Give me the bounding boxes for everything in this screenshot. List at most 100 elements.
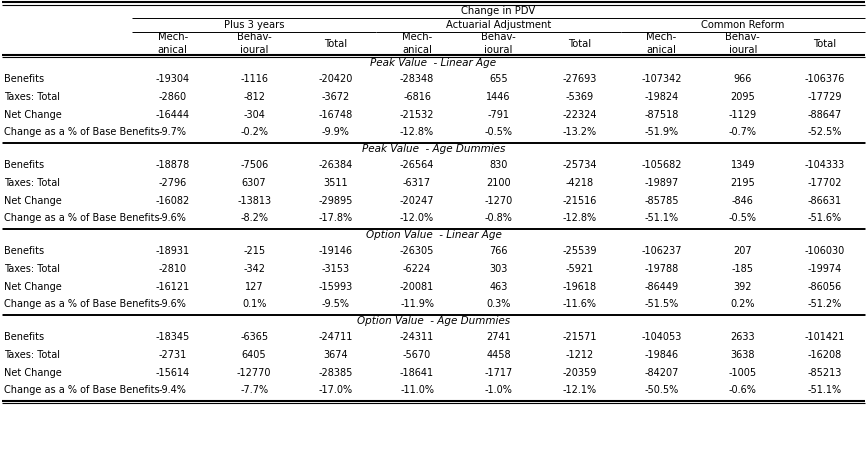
Text: -1717: -1717 (485, 367, 512, 377)
Text: -2860: -2860 (159, 91, 186, 101)
Text: 655: 655 (489, 73, 508, 83)
Text: -9.9%: -9.9% (322, 127, 349, 137)
Text: 207: 207 (733, 246, 753, 255)
Text: -106376: -106376 (804, 73, 844, 83)
Text: Mech-
anical: Mech- anical (402, 32, 432, 55)
Text: 463: 463 (489, 282, 508, 292)
Text: -812: -812 (243, 91, 265, 101)
Text: -51.6%: -51.6% (807, 213, 841, 223)
Text: -86449: -86449 (644, 282, 679, 292)
Text: -304: -304 (244, 109, 265, 119)
Text: -6816: -6816 (403, 91, 431, 101)
Text: -15614: -15614 (155, 367, 190, 377)
Text: Option Value  - Age Dummies: Option Value - Age Dummies (357, 316, 510, 326)
Text: -11.9%: -11.9% (400, 299, 434, 309)
Text: -12.8%: -12.8% (400, 127, 434, 137)
Text: -1005: -1005 (729, 367, 757, 377)
Text: -17702: -17702 (807, 177, 842, 188)
Text: -13813: -13813 (237, 195, 271, 206)
Text: -9.6%: -9.6% (159, 213, 186, 223)
Text: -9.7%: -9.7% (159, 127, 186, 137)
Text: 0.2%: 0.2% (731, 299, 755, 309)
Text: -2731: -2731 (159, 349, 187, 359)
Text: Taxes: Total: Taxes: Total (4, 91, 60, 101)
Text: -17729: -17729 (807, 91, 842, 101)
Text: 766: 766 (489, 246, 508, 255)
Text: -791: -791 (487, 109, 510, 119)
Text: 3674: 3674 (323, 349, 348, 359)
Text: -25734: -25734 (563, 159, 597, 170)
Text: -85785: -85785 (644, 195, 679, 206)
Text: -18878: -18878 (155, 159, 190, 170)
Text: -19304: -19304 (156, 73, 190, 83)
Text: -2810: -2810 (159, 264, 186, 273)
Text: Change as a % of Base Benefits: Change as a % of Base Benefits (4, 385, 160, 395)
Text: -25539: -25539 (563, 246, 597, 255)
Text: 3638: 3638 (731, 349, 755, 359)
Text: -1129: -1129 (729, 109, 757, 119)
Text: -107342: -107342 (641, 73, 681, 83)
Text: Change as a % of Base Benefits: Change as a % of Base Benefits (4, 299, 160, 309)
Text: Net Change: Net Change (4, 367, 62, 377)
Text: -17.0%: -17.0% (318, 385, 353, 395)
Text: -27693: -27693 (563, 73, 597, 83)
Text: -50.5%: -50.5% (644, 385, 679, 395)
Text: Total: Total (324, 38, 347, 48)
Text: -3153: -3153 (322, 264, 349, 273)
Text: -29895: -29895 (318, 195, 353, 206)
Text: -0.5%: -0.5% (485, 127, 512, 137)
Text: -20420: -20420 (318, 73, 353, 83)
Text: -1.0%: -1.0% (485, 385, 512, 395)
Text: -26305: -26305 (400, 246, 434, 255)
Text: -86056: -86056 (807, 282, 841, 292)
Text: -21532: -21532 (400, 109, 434, 119)
Text: Net Change: Net Change (4, 282, 62, 292)
Text: Behav-
ioural: Behav- ioural (237, 32, 271, 55)
Text: Change as a % of Base Benefits: Change as a % of Base Benefits (4, 213, 160, 223)
Text: -20359: -20359 (563, 367, 597, 377)
Text: -28348: -28348 (400, 73, 434, 83)
Text: 2633: 2633 (731, 331, 755, 341)
Text: -5369: -5369 (566, 91, 594, 101)
Text: -19618: -19618 (563, 282, 597, 292)
Text: -1212: -1212 (566, 349, 594, 359)
Text: 392: 392 (733, 282, 752, 292)
Text: -12.1%: -12.1% (563, 385, 597, 395)
Text: -16208: -16208 (807, 349, 841, 359)
Text: -185: -185 (732, 264, 753, 273)
Text: 0.3%: 0.3% (486, 299, 511, 309)
Text: Option Value  - Linear Age: Option Value - Linear Age (366, 230, 501, 240)
Text: -12.8%: -12.8% (563, 213, 597, 223)
Text: Behav-
ioural: Behav- ioural (481, 32, 516, 55)
Text: -7.7%: -7.7% (240, 385, 268, 395)
Text: -51.2%: -51.2% (807, 299, 841, 309)
Text: Taxes: Total: Taxes: Total (4, 349, 60, 359)
Text: -51.1%: -51.1% (644, 213, 679, 223)
Text: -26564: -26564 (400, 159, 434, 170)
Text: 0.1%: 0.1% (242, 299, 266, 309)
Text: -105682: -105682 (641, 159, 681, 170)
Text: 966: 966 (733, 73, 752, 83)
Text: 2095: 2095 (731, 91, 755, 101)
Text: -18641: -18641 (400, 367, 434, 377)
Text: -16121: -16121 (155, 282, 190, 292)
Text: -51.9%: -51.9% (644, 127, 679, 137)
Text: -24711: -24711 (318, 331, 353, 341)
Text: -17.8%: -17.8% (318, 213, 353, 223)
Text: -85213: -85213 (807, 367, 842, 377)
Text: 2195: 2195 (731, 177, 755, 188)
Text: -86631: -86631 (807, 195, 841, 206)
Text: -9.4%: -9.4% (159, 385, 186, 395)
Text: -52.5%: -52.5% (807, 127, 842, 137)
Text: -6365: -6365 (240, 331, 268, 341)
Text: -24311: -24311 (400, 331, 434, 341)
Text: Common Reform: Common Reform (701, 20, 785, 30)
Text: -19788: -19788 (644, 264, 679, 273)
Text: -19897: -19897 (644, 177, 679, 188)
Text: Change as a % of Base Benefits: Change as a % of Base Benefits (4, 127, 160, 137)
Text: -15993: -15993 (318, 282, 353, 292)
Text: -4218: -4218 (566, 177, 594, 188)
Text: 830: 830 (489, 159, 508, 170)
Text: -19146: -19146 (318, 246, 353, 255)
Text: -9.5%: -9.5% (322, 299, 349, 309)
